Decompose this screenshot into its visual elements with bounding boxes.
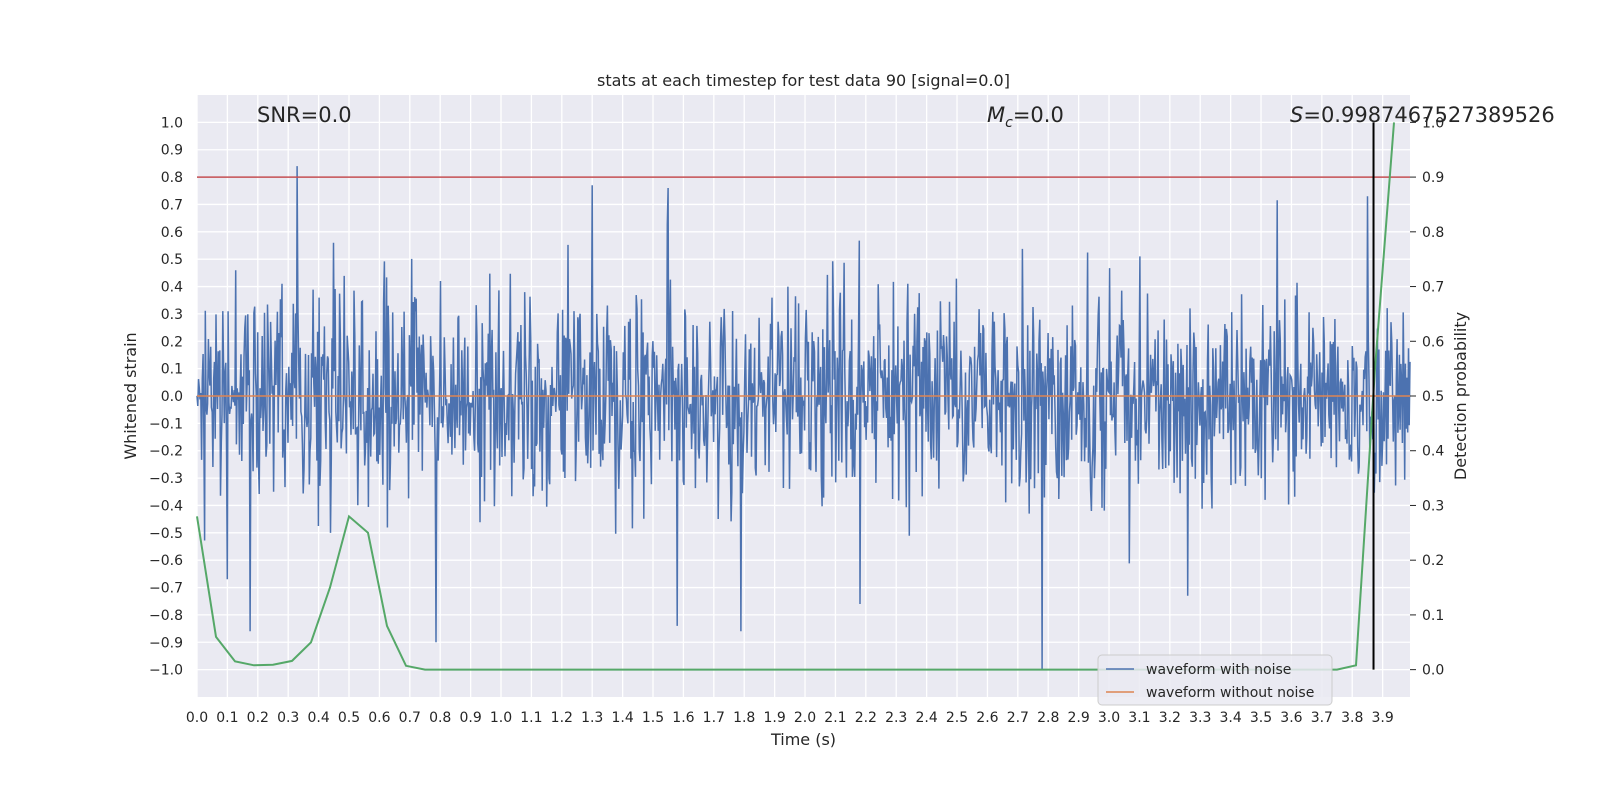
x-tick-label: 2.9 [1067,710,1089,726]
x-tick-label: 3.6 [1280,710,1302,726]
x-tick-label: 0.7 [399,710,421,726]
x-tick-label: 0.4 [307,710,329,726]
x-tick-label: 0.9 [459,710,481,726]
legend-label: waveform without noise [1146,685,1314,701]
x-axis-ticks: 0.0 0.1 0.2 0.3 0.4 0.5 0.6 0.7 0.8 0.9 1.0 1.1 1.2 1… [186,710,1394,726]
legend-label: waveform with noise [1146,662,1291,678]
x-tick-label: 1.4 [611,710,633,726]
x-tick-label: 3.7 [1311,710,1333,726]
y-tick-label: 0.7 [161,197,183,213]
x-tick-label: 0.5 [338,710,360,726]
y2-axis-label: Detection probability [1451,312,1470,480]
y2-tick-label: 0.3 [1422,498,1444,514]
x-tick-label: 1.1 [520,710,542,726]
y-tick-label: 0.0 [161,389,183,405]
y2-tick-label: 0.9 [1422,170,1444,186]
x-tick-label: 1.5 [642,710,664,726]
y-tick-label: −0.1 [149,416,183,432]
x-tick-label: 2.6 [976,710,998,726]
x-tick-label: 3.0 [1098,710,1120,726]
x-tick-label: 2.3 [885,710,907,726]
x-tick-label: 3.1 [1128,710,1150,726]
x-tick-label: 1.0 [490,710,512,726]
y2-tick-label: 0.7 [1422,280,1444,296]
x-tick-label: 1.9 [763,710,785,726]
x-tick-label: 2.8 [1037,710,1059,726]
y-tick-label: −0.4 [149,498,183,514]
chart-title: stats at each timestep for test data 90 … [597,71,1010,90]
y-tick-label: 0.6 [161,225,183,241]
noise-trace [196,166,1411,670]
y-tick-label: 0.1 [161,362,183,378]
series-detection-probability [196,122,1395,671]
y-tick-label: 0.5 [161,252,183,268]
x-axis-label: Time (s) [770,730,836,749]
legend: waveform with noise waveform without nois… [1097,654,1333,706]
legend-frame [1097,654,1333,706]
y2-tick-label: 0.4 [1422,444,1444,460]
x-tick-label: 2.0 [794,710,816,726]
y-tick-label: 0.3 [161,307,183,323]
x-tick-label: 0.0 [186,710,208,726]
y-tick-label: 0.2 [161,334,183,350]
y2-tick-label: 1.0 [1422,115,1444,131]
y2-tick-label: 0.2 [1422,553,1444,569]
x-tick-label: 0.2 [247,710,269,726]
x-tick-label: 2.7 [1007,710,1029,726]
x-tick-label: 2.1 [824,710,846,726]
y-tick-label: −0.2 [149,444,183,460]
y-tick-label: −0.8 [149,608,183,624]
x-tick-label: 3.9 [1372,710,1394,726]
x-tick-label: 2.5 [946,710,968,726]
x-tick-label: 1.8 [733,710,755,726]
x-tick-label: 3.5 [1250,710,1272,726]
y2-axis-ticks: 1.0 0.9 0.8 0.7 0.6 0.5 0.4 0.3 0.2 0.1 0.0 [1410,115,1444,679]
x-tick-label: 2.2 [855,710,877,726]
x-tick-label: 1.7 [703,710,725,726]
y-tick-label: −0.7 [149,581,183,597]
x-tick-label: 2.4 [915,710,937,726]
x-tick-label: 1.6 [672,710,694,726]
x-tick-label: 0.3 [277,710,299,726]
x-tick-label: 1.3 [581,710,603,726]
y-tick-label: −0.9 [149,635,183,651]
y2-tick-label: 0.6 [1422,334,1444,350]
y-tick-label: 0.4 [161,280,183,296]
annotation-score: S=0.9987467527389526 [1290,103,1555,127]
y-tick-label: 1.0 [161,115,183,131]
y2-tick-label: 0.1 [1422,608,1444,624]
x-tick-label: 0.8 [429,710,451,726]
y-tick-label: −1.0 [149,663,183,679]
x-tick-label: 1.2 [551,710,573,726]
x-tick-label: 3.3 [1189,710,1211,726]
x-tick-label: 0.6 [368,710,390,726]
y-tick-label: 0.9 [161,143,183,159]
annotation-snr: SNR=0.0 [257,103,352,127]
x-tick-label: 3.2 [1159,710,1181,726]
y-axis-label: Whitened strain [121,332,140,459]
y2-tick-label: 0.0 [1422,663,1444,679]
y-axis-ticks: 1.0 0.9 0.8 0.7 0.6 0.5 0.4 0.3 0.2 0.1 0.0 −0.1 −0.… [149,115,183,678]
probability-trace [196,122,1395,671]
x-tick-label: 3.8 [1341,710,1363,726]
annotation-chirp-mass: Mc=0.0 [987,103,1064,131]
x-tick-label: 3.4 [1220,710,1242,726]
y2-tick-label: 0.5 [1422,389,1444,405]
y-tick-label: 0.8 [161,170,183,186]
y-tick-label: −0.6 [149,553,183,569]
y-tick-label: −0.5 [149,526,183,542]
y-tick-label: −0.3 [149,471,183,487]
series-waveform-with-noise [196,166,1411,670]
x-tick-label: 0.1 [216,710,238,726]
y2-tick-label: 0.8 [1422,225,1444,241]
